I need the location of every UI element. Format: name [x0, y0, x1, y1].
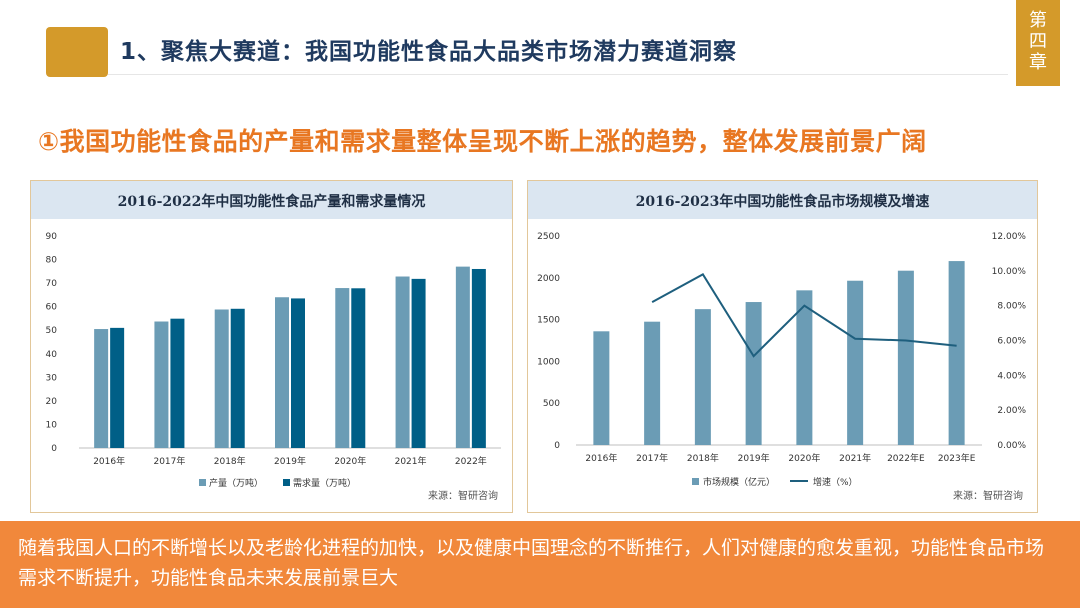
y2-tick-label: 8.00% — [997, 302, 1026, 312]
bar-demand — [411, 278, 426, 448]
y2-tick-label: 4.00% — [997, 371, 1026, 381]
y-tick-label: 60 — [46, 303, 58, 313]
x-tick-label: 2023年E — [938, 452, 976, 464]
bar-demand — [351, 288, 366, 448]
bar-market-size — [745, 302, 762, 445]
x-tick-label: 2017年 — [636, 452, 668, 464]
legend-swatch — [283, 479, 290, 486]
y2-tick-label: 0.00% — [997, 441, 1026, 451]
chapter-char: 四 — [1029, 31, 1047, 52]
y-tick-label: 0 — [554, 441, 560, 451]
page-title: 1、聚焦大赛道：我国功能性食品大品类市场潜力赛道洞察 — [120, 39, 738, 65]
x-tick-label: 2021年 — [839, 452, 871, 464]
production-demand-chart: 0 10 20 30 40 50 60 70 80 90 2016年 2017年 2018年 2019年 2… — [46, 232, 501, 489]
x-tick-label: 2017年 — [153, 455, 185, 467]
bar-market-size — [847, 280, 864, 445]
y-tick-label: 50 — [46, 326, 58, 336]
x-tick-label: 2018年 — [214, 455, 246, 467]
x-tick-label: 2018年 — [687, 452, 719, 464]
bar-production — [455, 266, 470, 448]
chart-panel-production: 2016-2022年中国功能性食品产量和需求量情况 0 10 20 30 40 50 60 7… — [30, 180, 513, 513]
title-divider — [108, 74, 1008, 75]
bar-production — [335, 288, 350, 448]
bar-demand — [170, 318, 185, 448]
bar-market-size — [948, 261, 965, 445]
legend-label: 需求量（万吨） — [293, 477, 356, 489]
x-tick-label: 2020年 — [334, 455, 366, 467]
chapter-tab: 第 四 章 — [1016, 0, 1060, 86]
y-tick-label: 1500 — [537, 316, 560, 326]
bar-market-size — [796, 290, 813, 445]
market-size-chart: 0 500 1000 1500 2000 2500 0.00% 2.00% 4.00% 6.00%… — [537, 232, 1027, 488]
x-tick-label: 2019年 — [274, 455, 306, 467]
x-tick-label: 2019年 — [738, 452, 770, 464]
x-tick-label: 2020年 — [788, 452, 820, 464]
y-tick-label: 2500 — [537, 232, 560, 242]
chart-source: 来源：智研咨询 — [428, 491, 498, 502]
x-tick-label: 2016年 — [93, 455, 125, 467]
bar-demand — [471, 268, 486, 448]
y-tick-label: 30 — [46, 373, 58, 383]
summary-banner: 随着我国人口的不断增长以及老龄化进程的加快，以及健康中国理念的不断推行，人们对健… — [0, 521, 1080, 608]
chapter-char: 章 — [1029, 52, 1047, 73]
bar-market-size — [694, 309, 711, 445]
y2-tick-label: 10.00% — [992, 267, 1027, 277]
y2-tick-label: 2.00% — [997, 406, 1026, 416]
chart-panel-market: 2016-2023年中国功能性食品市场规模及增速 0 500 1000 1500 200… — [527, 180, 1038, 513]
section-subtitle: ①我国功能性食品的产量和需求量整体呈现不断上涨的趋势，整体发展前景广阔 — [38, 127, 927, 156]
bar-production — [94, 329, 109, 448]
chart-header — [528, 181, 1037, 219]
bar-demand — [291, 298, 305, 448]
bar-market-size — [593, 331, 610, 445]
y-tick-label: 500 — [543, 399, 560, 409]
y-tick-label: 10 — [46, 420, 58, 430]
bar-production — [275, 297, 289, 448]
chapter-char: 第 — [1029, 10, 1047, 31]
summary-text: 随着我国人口的不断增长以及老龄化进程的加快，以及健康中国理念的不断推行，人们对健… — [18, 537, 1045, 589]
legend-swatch — [692, 478, 699, 485]
y2-tick-label: 12.00% — [992, 232, 1027, 242]
y-tick-label: 70 — [46, 279, 58, 289]
bar-demand — [110, 327, 125, 448]
x-tick-label: 2022年 — [455, 455, 487, 467]
x-tick-label: 2016年 — [585, 452, 617, 464]
title-accent-block — [46, 27, 108, 77]
y-tick-label: 40 — [46, 350, 58, 360]
growth-rate-line — [651, 272, 957, 358]
legend-label: 增速（%） — [813, 476, 858, 488]
legend-swatch — [199, 479, 206, 486]
chart-header — [31, 181, 512, 219]
chart-title: 2016-2023年中国功能性食品市场规模及增速 — [635, 194, 930, 210]
legend-label: 市场规模（亿元） — [703, 476, 775, 488]
y-tick-label: 20 — [46, 397, 58, 407]
bar-demand — [230, 308, 245, 448]
bar-production — [154, 321, 169, 448]
chart-title: 2016-2022年中国功能性食品产量和需求量情况 — [117, 194, 426, 210]
y-tick-label: 1000 — [537, 357, 560, 367]
bar-market-size — [644, 321, 661, 445]
x-tick-label: 2021年 — [395, 455, 427, 467]
y-tick-label: 2000 — [537, 274, 560, 284]
bar-production — [214, 309, 229, 448]
bar-production — [395, 276, 410, 448]
bar-market-size — [897, 270, 914, 445]
y-tick-label: 0 — [51, 444, 57, 454]
y2-tick-label: 6.00% — [997, 337, 1026, 347]
chart-source: 来源：智研咨询 — [953, 491, 1023, 502]
y-tick-label: 80 — [46, 256, 58, 266]
x-tick-label: 2022年E — [887, 452, 925, 464]
legend-label: 产量（万吨） — [209, 477, 263, 489]
y-tick-label: 90 — [46, 232, 58, 242]
